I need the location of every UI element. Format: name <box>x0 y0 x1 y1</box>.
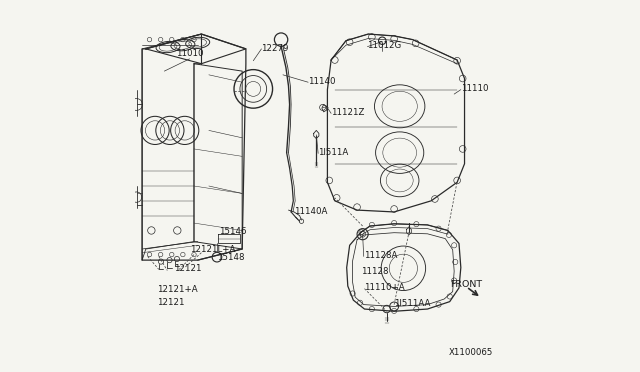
Text: 12121+A: 12121+A <box>157 285 198 294</box>
Text: 12121: 12121 <box>157 298 184 307</box>
Text: 11121Z: 11121Z <box>331 108 365 117</box>
Text: 11140: 11140 <box>308 77 335 86</box>
Text: 1l511AA: 1l511AA <box>394 299 431 308</box>
Text: 11128A: 11128A <box>364 251 397 260</box>
Text: 15146: 15146 <box>219 227 246 236</box>
Text: 1l511A: 1l511A <box>318 148 348 157</box>
Text: 15148: 15148 <box>218 253 245 262</box>
Text: 11010: 11010 <box>176 49 204 58</box>
Text: X1100065: X1100065 <box>449 348 493 357</box>
Text: 11128: 11128 <box>361 267 388 276</box>
Text: 12121L+A: 12121L+A <box>189 244 235 253</box>
Text: 11110+A: 11110+A <box>364 283 405 292</box>
Text: 11110: 11110 <box>461 84 488 93</box>
Text: 12279: 12279 <box>262 44 289 52</box>
Text: 12121: 12121 <box>173 264 201 273</box>
Text: 11140A: 11140A <box>294 208 328 217</box>
Text: 11012G: 11012G <box>367 41 402 51</box>
Text: FRONT: FRONT <box>451 280 483 289</box>
